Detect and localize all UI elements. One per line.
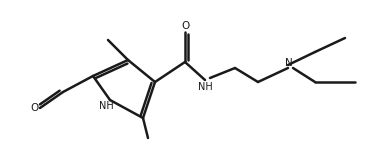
Text: NH: NH	[198, 82, 212, 92]
Text: O: O	[30, 103, 38, 113]
Text: NH: NH	[99, 101, 113, 111]
Text: N: N	[285, 58, 293, 68]
Text: O: O	[181, 21, 189, 31]
